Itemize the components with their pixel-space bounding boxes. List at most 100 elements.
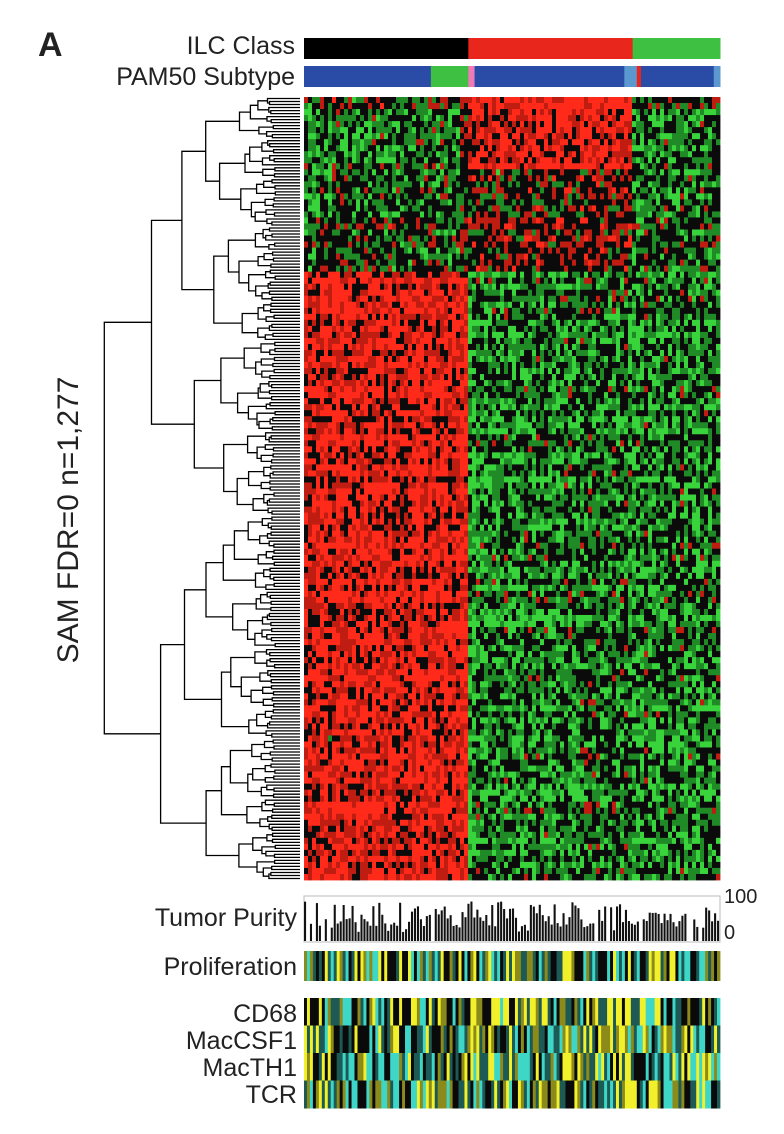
- heatmap-cell: [620, 247, 625, 254]
- heatmap-cell: [488, 259, 493, 267]
- heatmap-cell: [360, 109, 365, 116]
- heatmap-cell: [576, 355, 581, 363]
- heatmap-cell: [392, 343, 397, 351]
- heatmap-cell: [716, 145, 721, 152]
- heatmap-cell: [688, 331, 693, 339]
- heatmap-cell: [444, 349, 449, 357]
- heatmap-cell: [684, 169, 689, 176]
- heatmap-cell: [316, 169, 321, 176]
- heatmap-cell: [324, 337, 329, 345]
- heatmap-cell: [680, 289, 685, 297]
- heatmap-cell: [436, 307, 441, 315]
- heatmap-cell: [368, 247, 373, 254]
- heatmap-cell: [492, 325, 497, 333]
- heatmap-cell: [388, 349, 393, 357]
- heatmap-cell: [504, 139, 509, 146]
- heatmap-cell: [656, 337, 661, 345]
- heatmap-cell: [504, 337, 509, 345]
- heatmap-cell: [464, 205, 469, 212]
- heatmap-cell: [336, 283, 341, 291]
- heatmap-cell: [464, 247, 469, 254]
- heatmap-cell: [356, 133, 361, 140]
- heatmap-cell: [588, 241, 593, 248]
- heatmap-cell: [444, 157, 449, 164]
- heatmap-cell: [440, 181, 445, 188]
- heatmap-cell: [616, 121, 621, 128]
- heatmap-cell: [660, 103, 665, 110]
- heatmap-cell: [544, 313, 549, 321]
- heatmap-cell: [704, 181, 709, 188]
- heatmap-cell: [448, 331, 453, 339]
- heatmap-cell: [652, 362, 657, 369]
- heatmap-cell: [520, 205, 525, 212]
- heatmap-cell: [668, 247, 673, 254]
- heatmap-cell: [500, 253, 505, 261]
- dendrogram-branch: [261, 801, 273, 812]
- heatmap-cell: [608, 175, 613, 182]
- heatmap-cell: [716, 313, 721, 321]
- heatmap-cell: [708, 337, 713, 345]
- heatmap-cell: [520, 355, 525, 363]
- heatmap-cell: [508, 289, 513, 297]
- heatmap-cell: [560, 193, 565, 200]
- heatmap-cell: [360, 235, 365, 242]
- heatmap-cell: [668, 277, 673, 285]
- heatmap-cell: [468, 181, 473, 188]
- heatmap-cell: [452, 157, 457, 164]
- heatmap-cell: [380, 355, 385, 363]
- heatmap-cell: [644, 157, 649, 164]
- heatmap-cell: [404, 175, 409, 182]
- dendrogram-branch: [265, 648, 300, 655]
- heatmap-cell: [608, 97, 613, 104]
- heatmap-cell: [592, 362, 597, 369]
- heatmap-cell: [452, 343, 457, 351]
- heatmap-cell: [540, 349, 545, 357]
- heatmap-cell: [508, 229, 513, 236]
- heatmap-cell: [456, 223, 461, 230]
- heatmap-cell: [628, 289, 633, 297]
- heatmap-cell: [504, 295, 509, 303]
- heatmap-cell: [588, 223, 593, 230]
- heatmap-cell: [708, 103, 713, 110]
- heatmap-cell: [424, 109, 429, 116]
- heatmap-cell: [584, 241, 589, 248]
- heatmap-cell: [672, 319, 677, 327]
- heatmap-cell: [312, 127, 317, 134]
- heatmap-cell: [612, 229, 617, 236]
- heatmap-cell: [320, 247, 325, 254]
- heatmap-cell: [360, 283, 365, 291]
- heatmap-cell: [716, 139, 721, 146]
- gene-dendrogram: [103, 97, 300, 880]
- heatmap-cell: [336, 199, 341, 206]
- heatmap-cell: [464, 121, 469, 128]
- heatmap-cell: [652, 163, 657, 170]
- heatmap-cell: [328, 103, 333, 110]
- heatmap-cell: [348, 97, 353, 104]
- heatmap-cell: [328, 211, 333, 218]
- heatmap-cell: [584, 115, 589, 122]
- heatmap-cell: [352, 343, 357, 351]
- heatmap-cell: [428, 253, 433, 261]
- heatmap-cell: [352, 103, 357, 110]
- heatmap-cell: [324, 289, 329, 297]
- heatmap-cell: [540, 295, 545, 303]
- heatmap-cell: [608, 205, 613, 212]
- heatmap-cell: [368, 157, 373, 164]
- heatmap-cell: [568, 337, 573, 345]
- heatmap-cell: [524, 271, 529, 279]
- heatmap-cell: [512, 133, 517, 140]
- heatmap-cell: [716, 319, 721, 327]
- heatmap-cell: [660, 163, 665, 170]
- heatmap-cell: [580, 103, 585, 110]
- heatmap-cell: [532, 211, 537, 218]
- heatmap-cell: [368, 319, 373, 327]
- heatmap-cell: [352, 247, 357, 254]
- dendrogram-branch: [270, 395, 300, 401]
- heatmap-cell: [640, 223, 645, 230]
- heatmap-cell: [352, 187, 357, 194]
- heatmap-cell: [588, 247, 593, 254]
- heatmap-cell: [492, 175, 497, 182]
- heatmap-cell: [356, 265, 361, 273]
- dendrogram-branch: [270, 685, 300, 690]
- heatmap-cell: [552, 217, 557, 224]
